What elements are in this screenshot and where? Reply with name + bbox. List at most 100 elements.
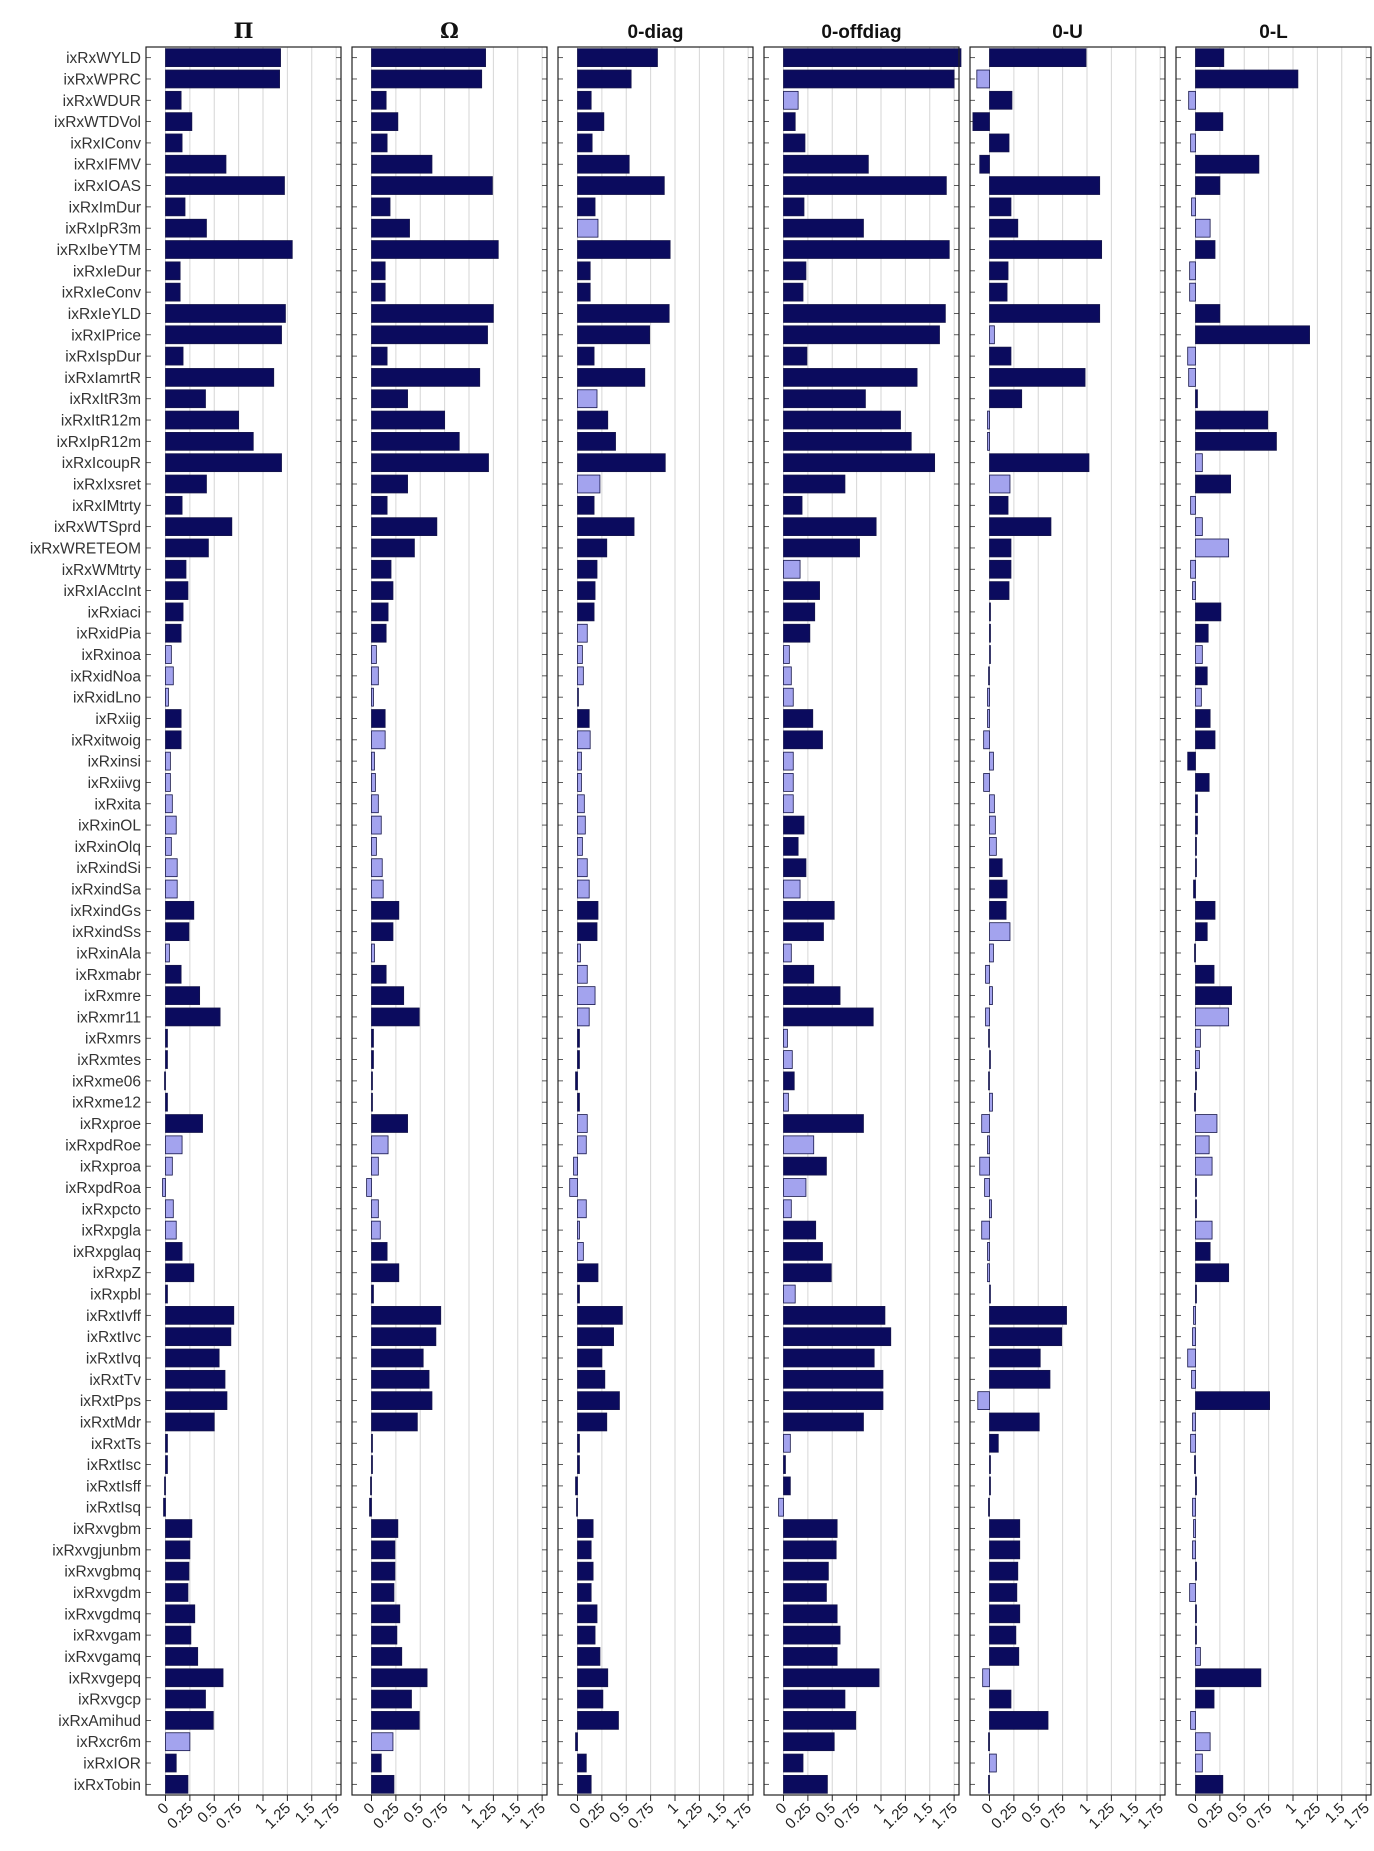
bar	[989, 1583, 1018, 1602]
bar	[371, 709, 386, 728]
bar	[989, 1753, 997, 1773]
bar	[783, 1242, 823, 1261]
bar	[987, 432, 990, 451]
row-label: ixRxpbl	[90, 1287, 141, 1304]
bar	[577, 1007, 590, 1027]
row-label: ixRxmabr	[76, 967, 141, 984]
bar	[987, 1263, 990, 1283]
bar	[989, 495, 1009, 515]
bar	[371, 389, 408, 409]
bar	[1195, 1647, 1201, 1666]
bar	[987, 709, 990, 728]
bar	[972, 112, 990, 131]
bar	[981, 1114, 990, 1133]
bar	[783, 751, 794, 771]
bar	[783, 90, 799, 110]
row-label: ixRxtIsff	[86, 1478, 142, 1495]
bar	[371, 1242, 388, 1261]
bar	[985, 1007, 990, 1027]
bar	[165, 112, 193, 131]
bar	[1195, 1135, 1210, 1155]
bar	[371, 922, 394, 942]
bar	[783, 1412, 864, 1432]
bar	[989, 1519, 1021, 1538]
bar	[987, 1242, 990, 1261]
row-label: ixRxita	[94, 796, 141, 813]
bar	[577, 474, 601, 494]
bar	[989, 48, 1087, 68]
bar	[577, 432, 616, 451]
bar	[165, 1348, 220, 1368]
bar	[1195, 794, 1198, 814]
bar	[165, 623, 182, 643]
bar	[165, 922, 190, 942]
bar	[783, 581, 820, 600]
bar	[1190, 1433, 1196, 1453]
bar	[783, 1199, 792, 1219]
bar	[577, 453, 666, 473]
bar	[577, 1689, 604, 1709]
bar	[985, 964, 990, 984]
bar	[371, 623, 387, 643]
panel-title: Π	[234, 18, 254, 43]
bar	[165, 218, 207, 238]
row-label: ixRxTobin	[74, 1777, 141, 1794]
bar	[783, 1050, 793, 1069]
bar	[977, 1391, 990, 1410]
row-label: ixRxvgepq	[69, 1670, 141, 1687]
bar	[165, 240, 293, 259]
bar	[577, 1348, 603, 1368]
bar	[575, 1476, 578, 1496]
bar	[984, 1178, 990, 1197]
bar	[783, 261, 807, 281]
bar	[165, 1711, 214, 1730]
bar	[165, 1028, 168, 1048]
bar	[983, 773, 990, 792]
bar	[371, 1711, 420, 1730]
bar	[1195, 900, 1216, 920]
bar	[1192, 1540, 1196, 1560]
bar	[371, 602, 389, 622]
bar	[783, 602, 816, 622]
bar	[783, 773, 794, 792]
bar	[1195, 154, 1260, 174]
bar	[989, 1711, 1049, 1730]
bar	[162, 1178, 166, 1197]
bar	[371, 751, 375, 771]
bar	[165, 1774, 189, 1794]
bar	[165, 1156, 173, 1176]
bar	[165, 154, 227, 174]
bar	[989, 1604, 1021, 1624]
bar	[1187, 346, 1196, 366]
bar	[1195, 69, 1299, 89]
bar	[165, 1220, 177, 1240]
row-label: ixRxWRETEOM	[30, 540, 141, 557]
bar	[573, 1156, 578, 1176]
bar	[577, 1433, 580, 1453]
bar	[988, 1497, 990, 1517]
bar	[1195, 666, 1208, 686]
bar	[577, 240, 671, 259]
bar	[577, 1561, 594, 1581]
bar	[371, 176, 493, 195]
bar	[1195, 1242, 1211, 1261]
bar	[371, 240, 499, 259]
x-tick-label: 0.75	[213, 1800, 246, 1833]
bar	[783, 1028, 788, 1048]
bar	[783, 1178, 807, 1197]
row-label: ixRxImDur	[69, 199, 141, 216]
bar	[577, 986, 596, 1005]
bar	[165, 1668, 224, 1688]
bar	[989, 623, 991, 643]
bar	[577, 1306, 623, 1325]
bar	[783, 730, 823, 750]
bar	[1195, 176, 1221, 195]
bar	[577, 1391, 620, 1410]
bar	[989, 1050, 991, 1069]
bar	[371, 453, 489, 473]
bar	[371, 730, 386, 750]
bar	[371, 304, 494, 323]
row-label: ixRxvgbmq	[64, 1564, 141, 1581]
